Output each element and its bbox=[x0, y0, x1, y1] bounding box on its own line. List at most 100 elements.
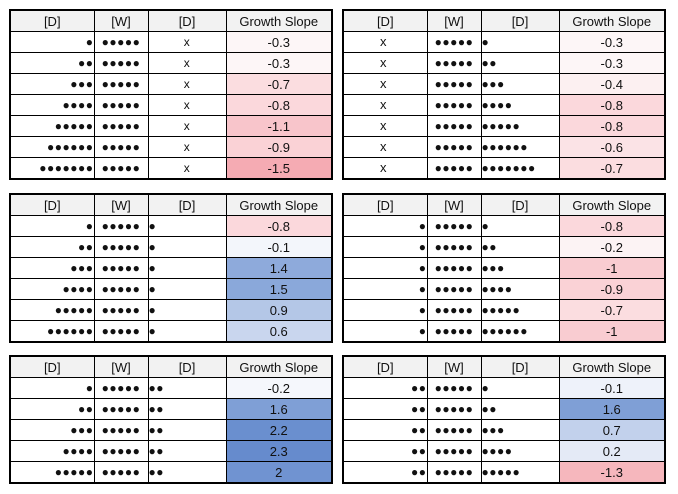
w-dots: ●●●●● bbox=[426, 215, 482, 237]
header-d: [D] bbox=[480, 193, 560, 216]
x-mark: x bbox=[147, 94, 227, 116]
w-dots: ●●●●● bbox=[426, 320, 482, 343]
table-row: ●● ●●●●● x -0.3 bbox=[9, 52, 333, 74]
d-dots-right: ●●● bbox=[480, 73, 560, 95]
w-dots: ●●●●● bbox=[426, 94, 482, 116]
table-row: ●●● ●●●●● x -0.7 bbox=[9, 73, 333, 95]
header-growth-slope: Growth Slope bbox=[225, 193, 333, 216]
table-row: ● ●●●●● ● -0.8 bbox=[342, 215, 666, 237]
d-dots-right: ●● bbox=[147, 419, 227, 441]
d-dots-right: ● bbox=[147, 278, 227, 300]
d-dots-right: ●●●●●● bbox=[480, 320, 560, 343]
growth-slope-value: -0.4 bbox=[558, 73, 666, 95]
growth-slope-value: -1.1 bbox=[225, 115, 333, 137]
header-d: [D] bbox=[480, 355, 560, 378]
w-dots: ●●●●● bbox=[426, 299, 482, 321]
x-mark: x bbox=[342, 115, 428, 137]
d-dots-left: ● bbox=[9, 377, 95, 399]
d-dots-left: ●●●●●● bbox=[9, 136, 95, 158]
growth-slope-value: 1.6 bbox=[225, 398, 333, 420]
header-w: [W] bbox=[426, 193, 482, 216]
growth-slope-value: -0.6 bbox=[558, 136, 666, 158]
d-dots-left: ●●●●● bbox=[9, 115, 95, 137]
w-dots: ●●●●● bbox=[93, 236, 149, 258]
header-w: [W] bbox=[93, 9, 149, 32]
x-mark: x bbox=[147, 31, 227, 53]
table-row: x ●●●●● ●●●●●● -0.6 bbox=[342, 136, 666, 158]
w-dots: ●●●●● bbox=[93, 215, 149, 237]
x-mark: x bbox=[342, 157, 428, 180]
table-row: ●●●●●●● ●●●●● x -1.5 bbox=[9, 157, 333, 180]
d-dots-left: ● bbox=[342, 299, 428, 321]
x-mark: x bbox=[147, 52, 227, 74]
table-row: x ●●●●● ●●● -0.4 bbox=[342, 73, 666, 95]
growth-slope-value: -0.3 bbox=[558, 31, 666, 53]
table-row: ●●●●● ●●●●● ● 0.9 bbox=[9, 299, 333, 321]
table-row: ●●●●● ●●●●● ●● 2 bbox=[9, 461, 333, 484]
header-d: [D] bbox=[147, 9, 227, 32]
table-row: x ●●●●● ● -0.3 bbox=[342, 31, 666, 53]
d-dots-left: ●●●●●●● bbox=[9, 157, 95, 180]
growth-slope-value: -1 bbox=[558, 257, 666, 279]
d-dots-right: ●●● bbox=[480, 419, 560, 441]
table-row: ●●●● ●●●●● ●● 2.3 bbox=[9, 440, 333, 462]
header-row: [D] [W] [D] Growth Slope bbox=[9, 193, 333, 216]
d-dots-left: ● bbox=[342, 215, 428, 237]
w-dots: ●●●●● bbox=[93, 377, 149, 399]
growth-slope-value: -0.2 bbox=[225, 377, 333, 399]
table-row: ●● ●●●●● ●●● 0.7 bbox=[342, 419, 666, 441]
table-row: ●● ●●●●● ●●●●● -1.3 bbox=[342, 461, 666, 484]
table-row: ●● ●●●●● ●●●● 0.2 bbox=[342, 440, 666, 462]
d-dots-left: ● bbox=[9, 215, 95, 237]
d-dots-left: ●● bbox=[342, 419, 428, 441]
w-dots: ●●●●● bbox=[93, 73, 149, 95]
table-row: ●● ●●●●● ●● 1.6 bbox=[9, 398, 333, 420]
header-growth-slope: Growth Slope bbox=[225, 9, 333, 32]
w-dots: ●●●●● bbox=[93, 257, 149, 279]
header-d: [D] bbox=[147, 355, 227, 378]
table-row: ●● ●●●●● ● -0.1 bbox=[9, 236, 333, 258]
header-w: [W] bbox=[93, 355, 149, 378]
x-mark: x bbox=[342, 52, 428, 74]
header-d: [D] bbox=[342, 9, 428, 32]
d-dots-right: ● bbox=[147, 299, 227, 321]
growth-slope-value: 1.5 bbox=[225, 278, 333, 300]
table-row: ●●● ●●●●● ●● 2.2 bbox=[9, 419, 333, 441]
d-dots-right: ●●●●●● bbox=[480, 136, 560, 158]
d-dots-left: ●● bbox=[342, 440, 428, 462]
growth-slope-value: -0.8 bbox=[225, 215, 333, 237]
header-growth-slope: Growth Slope bbox=[558, 9, 666, 32]
growth-slope-value: -1 bbox=[558, 320, 666, 343]
growth-slope-value: -0.9 bbox=[225, 136, 333, 158]
table-row: x ●●●●● ●●●● -0.8 bbox=[342, 94, 666, 116]
d-dots-right: ● bbox=[147, 257, 227, 279]
w-dots: ●●●●● bbox=[426, 136, 482, 158]
header-row: [D] [W] [D] Growth Slope bbox=[342, 355, 666, 378]
w-dots: ●●●●● bbox=[426, 31, 482, 53]
w-dots: ●●●●● bbox=[93, 94, 149, 116]
table-row: ●●●● ●●●●● x -0.8 bbox=[9, 94, 333, 116]
header-growth-slope: Growth Slope bbox=[558, 355, 666, 378]
growth-slope-value: -0.1 bbox=[558, 377, 666, 399]
w-dots: ●●●●● bbox=[93, 320, 149, 343]
header-d: [D] bbox=[147, 193, 227, 216]
d-dots-right: ●●●●● bbox=[480, 461, 560, 484]
table-row: ● ●●●●● ● -0.8 bbox=[9, 215, 333, 237]
growth-slope-value: -0.3 bbox=[225, 31, 333, 53]
slope-table-6: [D] [W] [D] Growth Slope ●● ●●●●● ● -0.1 ●● ●●●●●… bbox=[342, 355, 666, 484]
d-dots-right: ● bbox=[147, 320, 227, 343]
table-row: ● ●●●●● ●● -0.2 bbox=[9, 377, 333, 399]
growth-slope-value: -0.1 bbox=[225, 236, 333, 258]
d-dots-left: ●● bbox=[9, 398, 95, 420]
d-dots-right: ●● bbox=[480, 236, 560, 258]
w-dots: ●●●●● bbox=[93, 419, 149, 441]
growth-slope-value: 0.6 bbox=[225, 320, 333, 343]
table-row: ●●●●●● ●●●●● ● 0.6 bbox=[9, 320, 333, 343]
table-row: ● ●●●●● ●●●●● -0.7 bbox=[342, 299, 666, 321]
w-dots: ●●●●● bbox=[426, 236, 482, 258]
x-mark: x bbox=[342, 31, 428, 53]
w-dots: ●●●●● bbox=[426, 257, 482, 279]
d-dots-left: ●●●●● bbox=[9, 299, 95, 321]
growth-slope-value: -0.8 bbox=[558, 94, 666, 116]
d-dots-right: ●●●●●●● bbox=[480, 157, 560, 180]
